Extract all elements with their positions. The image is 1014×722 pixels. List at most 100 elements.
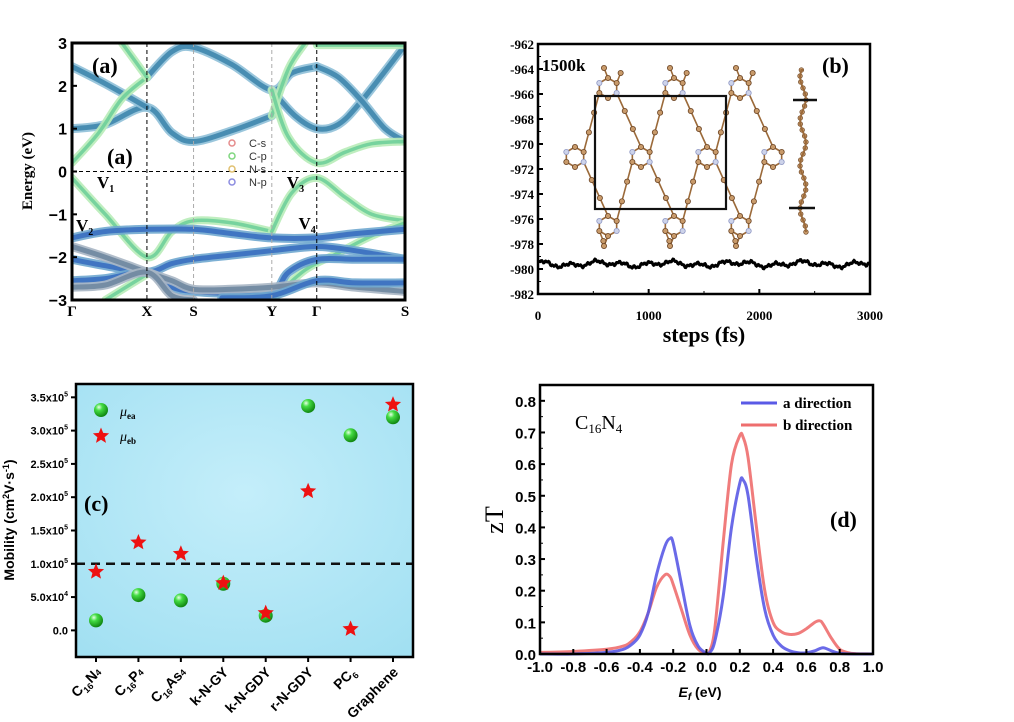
nitrogen-atom (679, 227, 686, 234)
category-sub: 6 (350, 670, 361, 681)
category-sub2: 4 (178, 667, 189, 678)
mobility-ea-point (343, 428, 358, 443)
carbon-atom (613, 217, 620, 224)
carbon-atom (761, 126, 768, 133)
carbon-atom (624, 178, 631, 185)
carbon-atom (596, 227, 603, 234)
x-axis-ticks: -1.0 -0.8 -0.6 -0.4 -0.2 0.0 0.2 0.4 0.6 0.8 1.0 (527, 649, 883, 676)
carbon-atom (756, 178, 763, 185)
legend-marker (228, 139, 236, 147)
carbon-atom (654, 176, 661, 183)
x-tick-label: -0.2 (660, 659, 686, 676)
y-tick-mantissa: 3.0x10 (30, 426, 64, 438)
carbon-atom (728, 194, 735, 201)
category-sub2: 4 (93, 667, 104, 678)
carbon-atom (605, 232, 612, 239)
carbon-atom (745, 217, 752, 224)
carbon-atom (728, 227, 735, 234)
y-tick-label: -976 (510, 212, 534, 227)
nitrogen-atom (728, 217, 735, 224)
mobility-eb-point (257, 604, 274, 620)
valley-label: V3 (287, 173, 304, 195)
valley-subscript: 3 (299, 184, 304, 195)
carbon-atom (749, 70, 756, 77)
carbon-atom (770, 143, 777, 150)
carbon-atom (572, 143, 579, 150)
y-tick-exponent: 5 (64, 425, 68, 432)
bond (687, 181, 694, 202)
mobility-eb-point (130, 534, 147, 550)
valley-label: V2 (76, 216, 93, 238)
y-tick-label: -974 (510, 187, 534, 202)
structure-inset (563, 65, 817, 249)
nitrogen-atom (613, 227, 620, 234)
x-tick-label: 1.0 (863, 659, 884, 676)
bond (621, 181, 628, 202)
nitrogen-atom (778, 158, 785, 165)
y-tick-label: -972 (510, 162, 534, 177)
mobility-ea-point (131, 588, 146, 603)
y-tick-label: 0.1 (515, 615, 536, 632)
legend-label: C-p (249, 151, 267, 163)
band-gray (72, 269, 196, 300)
valley-letter: V (76, 216, 89, 235)
x-tick-label: 0.0 (696, 659, 717, 676)
carbon-atom (695, 158, 702, 165)
y-tick-exponent: 5 (64, 391, 68, 398)
kpoint-label: Γ (67, 304, 77, 320)
carbon-atom (704, 143, 711, 150)
y-axis-ticks: −3 −2 −1 0 1 2 3 (49, 36, 77, 310)
y-tick-mantissa: 1.5x10 (30, 525, 64, 537)
y-axis-label: zT (480, 506, 509, 534)
legend-label: a direction (783, 396, 852, 412)
bond (758, 161, 766, 182)
band-blue (144, 43, 320, 93)
y-tick-mantissa: 0.0 (53, 625, 68, 637)
valley-letter: V (298, 214, 311, 233)
valley-letter: V (287, 173, 300, 192)
panel-label: (a) (92, 53, 118, 78)
mobility-eb-point (300, 482, 317, 499)
legend-symbol: μ (119, 405, 127, 420)
legend-subscript: eb (127, 436, 136, 446)
panel-b-md-energy: -982 -980 -978 -976 -974 -972 -970 -968 -966 -964… (510, 37, 883, 347)
bond (714, 161, 725, 181)
x-tick-label: 0 (535, 308, 542, 323)
bond (582, 161, 593, 181)
valley-label: V1 (97, 173, 114, 195)
bond (615, 201, 623, 222)
bond (764, 128, 774, 148)
legend-label: b direction (783, 418, 853, 434)
carbon-atom (596, 90, 603, 97)
y-tick-label: -964 (510, 62, 534, 77)
y-tick-label: -970 (510, 137, 534, 152)
carbon-atom (605, 212, 612, 219)
energy-trace (536, 257, 871, 271)
band-navy (72, 226, 405, 241)
bond (681, 201, 689, 222)
carbon-atom (671, 75, 678, 82)
x-tick-label: 2000 (746, 308, 772, 323)
bond (657, 179, 667, 199)
carbon-atom (629, 126, 636, 133)
y-tick-label: 0.8 (515, 394, 536, 411)
nitrogen-atom (580, 158, 587, 165)
band-green (72, 75, 149, 165)
panel-label: (b) (822, 53, 849, 78)
legend-marker-sphere (94, 403, 108, 417)
x-tick-label: 0.8 (829, 659, 850, 676)
y-tick-label: 1.5x105 (30, 524, 68, 537)
mobility-ea-point (89, 613, 103, 628)
nitrogen-atom (712, 158, 719, 165)
carbon-atom (750, 198, 757, 205)
y-axis-ticks: 0.05.0x1041.0x1051.5x1052.0x1052.5x1053.… (30, 391, 76, 637)
carbon-atom (684, 198, 691, 205)
y-tick-exponent: 5 (64, 458, 68, 465)
legend-symbol: μ (119, 430, 127, 445)
y-tick-label: 2.0x105 (30, 491, 68, 504)
mobility-eb-point (384, 396, 402, 412)
inner-panel-label: (a) (107, 144, 133, 169)
nitrogen-atom (563, 148, 570, 155)
legend-marker (228, 165, 236, 173)
